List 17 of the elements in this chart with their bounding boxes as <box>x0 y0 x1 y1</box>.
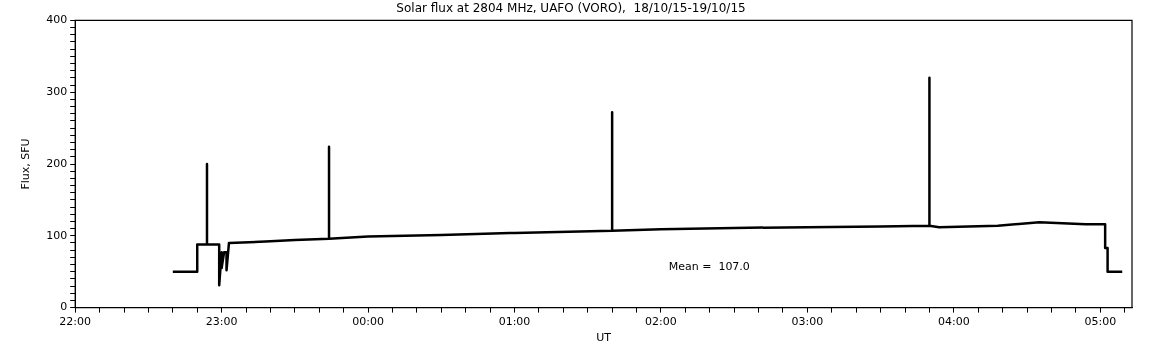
y-axis-title: Flux, SFU <box>19 138 33 190</box>
y-tick-label: 400 <box>46 13 68 27</box>
y-tick-label: 100 <box>46 228 68 242</box>
chart-title: Solar flux at 2804 MHz, UAFO (VORO), 18/10/15-19/10/15 <box>396 1 746 16</box>
x-axis-title: UT <box>596 331 612 345</box>
x-tick-label: 03:00 <box>791 315 824 329</box>
x-tick-label: 00:00 <box>352 315 384 329</box>
x-tick-label: 04:00 <box>937 315 970 329</box>
y-tick-label: 300 <box>46 85 68 99</box>
x-tick-label: 01:00 <box>498 315 531 329</box>
y-tick-label: 200 <box>46 156 68 170</box>
x-tick-label: 23:00 <box>205 315 238 329</box>
annotation: Mean = 107.0 <box>668 260 750 274</box>
x-tick-label: 22:00 <box>59 315 92 329</box>
x-tick-label: 05:00 <box>1084 315 1117 329</box>
y-tick-label: 0 <box>60 300 68 314</box>
x-tick-label: 02:00 <box>645 315 677 329</box>
